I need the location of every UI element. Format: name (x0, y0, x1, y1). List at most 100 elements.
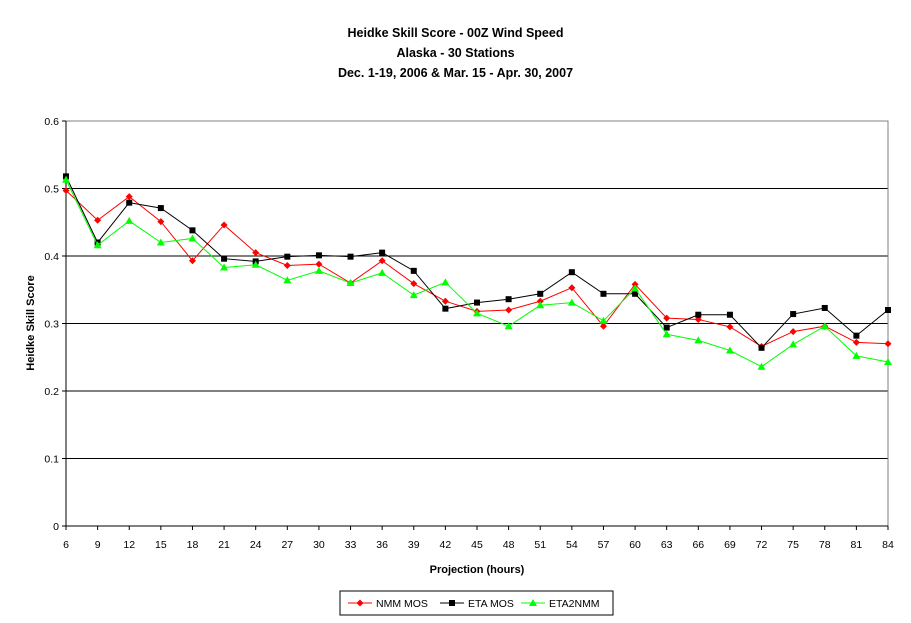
data-point (662, 330, 671, 338)
data-point (347, 253, 354, 260)
data-point (852, 351, 861, 359)
data-point (314, 266, 323, 274)
data-point (599, 322, 607, 330)
data-point (853, 332, 860, 339)
data-point (379, 249, 386, 256)
legend-marker (449, 600, 455, 606)
x-tick-label: 36 (376, 539, 388, 551)
data-point (188, 257, 196, 265)
x-tick-label: 42 (440, 539, 452, 551)
x-tick-label: 45 (471, 539, 483, 551)
data-point (283, 276, 292, 284)
data-point (567, 298, 576, 306)
x-tick-label: 27 (281, 539, 293, 551)
series-eta-mos (63, 173, 891, 351)
data-point (790, 311, 797, 318)
x-tick-label: 78 (819, 539, 831, 551)
data-point (284, 253, 291, 260)
data-point (94, 216, 102, 224)
x-tick-label: 18 (187, 539, 199, 551)
data-point (505, 296, 512, 303)
data-point (157, 205, 164, 212)
y-axis-label: Heidke Skill Score (25, 275, 37, 370)
series-group (62, 173, 892, 370)
data-point (283, 261, 291, 269)
data-point (221, 255, 228, 262)
data-point (125, 193, 133, 201)
x-tick-label: 24 (250, 539, 262, 551)
data-point (789, 328, 797, 336)
data-point (93, 241, 102, 249)
data-point (251, 260, 260, 268)
data-point (600, 290, 607, 297)
data-point (378, 268, 387, 276)
data-point (252, 249, 260, 257)
data-point (852, 338, 860, 346)
data-point (820, 322, 829, 330)
x-tick-label: 57 (598, 539, 610, 551)
x-axis: 6 9 12 15 18 21 24 27 30 33 36 39 42 45 48 51 54 57 60 63 66… (63, 525, 894, 551)
legend-marker (529, 599, 537, 606)
data-point (125, 216, 134, 224)
x-tick-label: 33 (345, 539, 357, 551)
data-point (536, 297, 544, 305)
y-tick-label: 0.2 (44, 386, 59, 398)
data-point (441, 278, 450, 286)
data-point (694, 336, 703, 344)
data-point (568, 284, 576, 292)
y-tick-label: 0.4 (44, 251, 59, 263)
data-point (757, 362, 766, 370)
data-point (156, 238, 165, 246)
data-point (441, 297, 449, 305)
data-point (885, 307, 891, 313)
y-axis: 0 0.1 0.2 0.3 0.4 0.5 0.6 (44, 116, 67, 533)
data-point (189, 227, 196, 234)
x-tick-label: 72 (756, 539, 768, 551)
data-point (884, 357, 892, 365)
legend-label: NMM MOS (376, 598, 428, 610)
data-point (126, 199, 133, 206)
x-tick-label: 63 (661, 539, 673, 551)
data-point (631, 280, 639, 288)
data-point (632, 290, 639, 297)
data-point (568, 269, 575, 276)
x-tick-label: 51 (534, 539, 546, 551)
data-point (505, 306, 513, 314)
grid-lines (66, 120, 888, 459)
data-point (315, 252, 322, 259)
data-point (409, 291, 418, 299)
data-point (504, 322, 513, 330)
chart-subtitle-2: Dec. 1-19, 2006 & Mar. 15 - Apr. 30, 200… (337, 66, 574, 80)
data-point (346, 279, 355, 286)
data-point (473, 309, 481, 317)
x-tick-label: 48 (503, 539, 515, 551)
data-point (599, 316, 608, 324)
x-tick-label: 9 (95, 539, 101, 551)
data-point (537, 290, 544, 297)
x-tick-label: 30 (313, 539, 325, 551)
series-eta2nmm (62, 175, 892, 370)
legend-marker (356, 599, 364, 607)
data-point (663, 324, 670, 331)
x-tick-label: 84 (882, 539, 894, 551)
legend: NMM MOS ETA MOS ETA2NMM (339, 590, 614, 616)
data-point (726, 311, 733, 318)
series-nmm-mos (62, 187, 892, 350)
data-point (631, 284, 640, 292)
series-line (65, 179, 889, 368)
y-tick-label: 0 (53, 521, 59, 533)
x-tick-label: 39 (408, 539, 420, 551)
x-tick-label: 66 (692, 539, 704, 551)
x-axis-label: Projection (hours) (430, 564, 525, 576)
data-point (157, 218, 165, 226)
data-point (725, 346, 734, 354)
chart-subtitle-1: Alaska - 30 Stations (396, 46, 515, 60)
data-point (695, 311, 702, 318)
x-tick-label: 12 (123, 539, 135, 551)
x-tick-label: 81 (851, 539, 863, 551)
legend-label: ETA MOS (468, 598, 514, 610)
data-point (315, 260, 323, 268)
data-point (188, 234, 197, 242)
data-point (726, 323, 734, 331)
